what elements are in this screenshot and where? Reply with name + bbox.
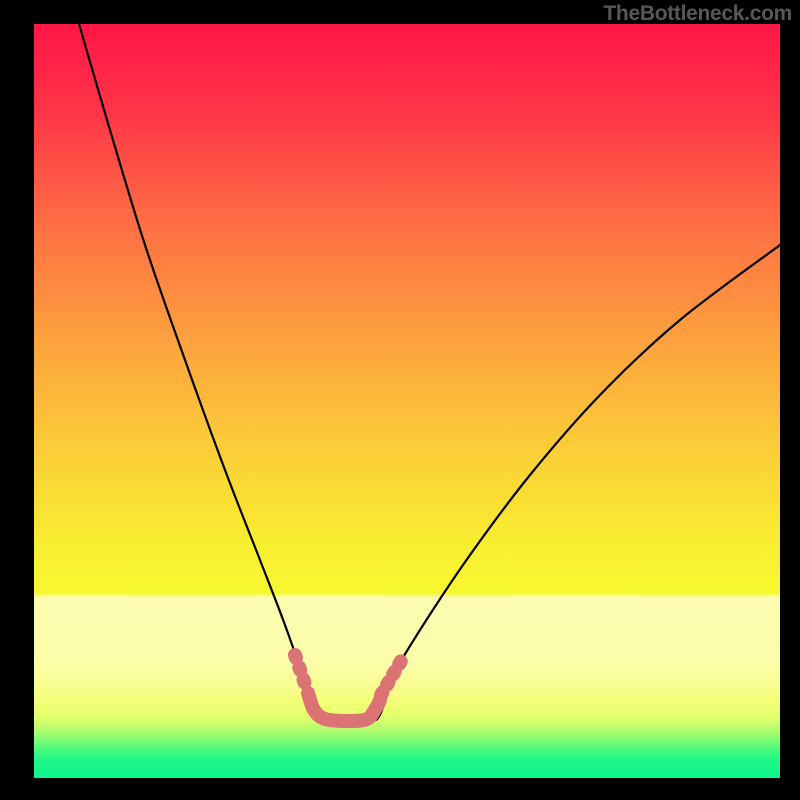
chart-svg [34, 24, 780, 778]
gradient-background [34, 24, 780, 778]
chart-plot-area [34, 24, 780, 778]
watermark-text: TheBottleneck.com [603, 2, 792, 26]
